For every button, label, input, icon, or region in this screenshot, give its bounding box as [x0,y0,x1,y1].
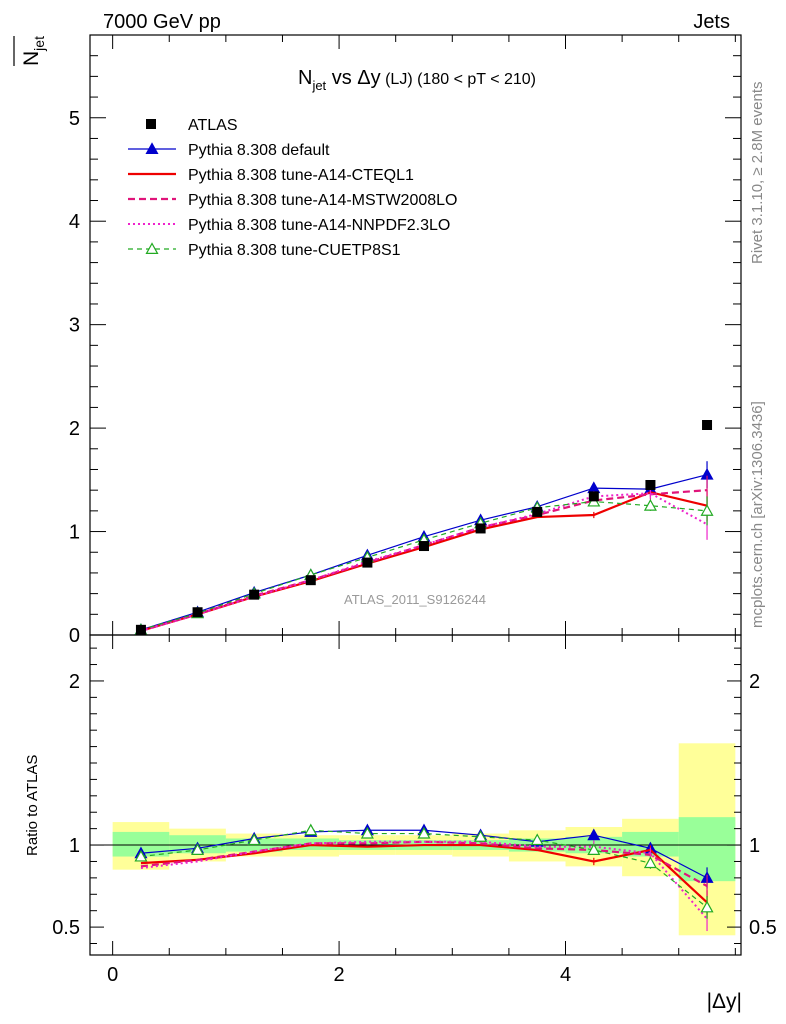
series-point-1 [587,481,601,494]
legend: ATLAS Pythia 8.308 default Pythia 8.308 tu… [128,117,457,259]
legend-marker-1 [145,142,159,154]
legend-entry-4: Pythia 8.308 tune-A14-NNPDF2.3LO [188,217,450,234]
x-tick-label: 2 [334,964,345,986]
ratio-series-line-3 [140,840,708,888]
legend-entry-0: ATLAS [188,117,238,134]
legend-entry-2: Pythia 8.308 tune-A14-CTEQL1 [188,167,414,184]
series-line-4 [140,492,708,632]
ratio-tick-label-right: 2 [749,671,760,693]
header-left-label: 7000 GeV pp [103,11,221,33]
ratio-tick-label-right: 0.5 [749,917,777,939]
atlas-data-point [588,491,599,502]
title-sub: jet [311,78,326,93]
series-point-5 [700,504,714,516]
y-tick-label: 0 [69,625,80,647]
legend-marker-5 [145,242,159,254]
atlas-data-point [362,557,373,568]
legend-entry-5: Pythia 8.308 tune-CUETP8S1 [188,242,401,259]
ratio-point-1 [587,828,601,841]
mcplots-side-label: mcplots.cern.ch [arXiv:1306.3436] [749,401,766,628]
series-line-3 [140,489,708,632]
main-panel [134,420,714,635]
atlas-data-point [645,480,656,490]
svg-text:Njet: Njet [20,36,47,66]
y-axis-label-sub: jet [31,36,47,52]
title-n: N [298,67,312,89]
atlas-data-point [305,575,316,586]
ratio-point-5 [474,830,488,842]
atlas-data-point [135,624,146,635]
y-tick-label: 3 [69,315,80,337]
y-tick-label: 4 [69,211,80,233]
atlas-data-point [249,589,260,600]
title-range: (180 < pT < 210) [413,71,536,88]
x-tick-label: 0 [107,964,118,986]
atlas-data-point [192,607,203,618]
ratio-point-5 [530,833,544,846]
analysis-tag: ATLAS_2011_S9126244 [344,592,486,607]
atlas-data-point [532,506,543,517]
title-vs: vs [326,67,357,89]
ratio-point-5 [247,833,261,846]
ratio-point-5 [587,843,601,855]
ratio-point-5 [417,826,431,839]
ratio-y-axis-label: Ratio to ATLAS [24,755,41,856]
y-tick-label: 5 [69,108,80,130]
ratio-tick-label: 0.5 [52,917,80,939]
ratio-point-5 [700,900,714,913]
x-tick-label: 4 [560,964,571,986]
x-axis-label: |Δy| [707,990,742,1013]
chart-title: Njet vs Δy (LJ) (180 < pT < 210) [298,67,536,93]
rivet-side-label: Rivet 3.1.10, ≥ 2.8M events [749,82,766,265]
series-line-2 [140,491,708,632]
ratio-point-5 [304,823,318,836]
y-tick-label: 2 [69,418,80,440]
legend-entry-1: Pythia 8.308 default [188,142,330,159]
ratio-tick-label: 1 [69,835,80,857]
ratio-point-5 [643,856,657,869]
y-axis-label-n: N [20,51,43,66]
ratio-point-5 [191,843,205,855]
ratio-point-5 [134,849,148,862]
y-tick-label: 1 [69,522,80,544]
series-line-5 [140,500,708,631]
y-axis-label: Njet [13,36,47,66]
atlas-data-point [418,541,429,552]
ratio-tick-label: 2 [69,671,80,693]
ratio-panel [90,743,741,936]
atlas-data-point [475,523,486,534]
title-lj: (LJ) [381,71,413,88]
legend-marker-atlas [146,119,156,129]
ratio-tick-label-right: 1 [749,835,760,857]
series-point-5 [643,498,657,511]
title-dy: Δy [357,67,380,89]
atlas-data-point [702,420,713,430]
ratio-panel-frame [89,634,742,956]
ratio-point-5 [360,826,374,839]
ratio-series-line-4 [140,840,708,920]
header-right-label: Jets [693,11,730,33]
legend-entry-3: Pythia 8.308 tune-A14-MSTW2008LO [188,192,457,209]
